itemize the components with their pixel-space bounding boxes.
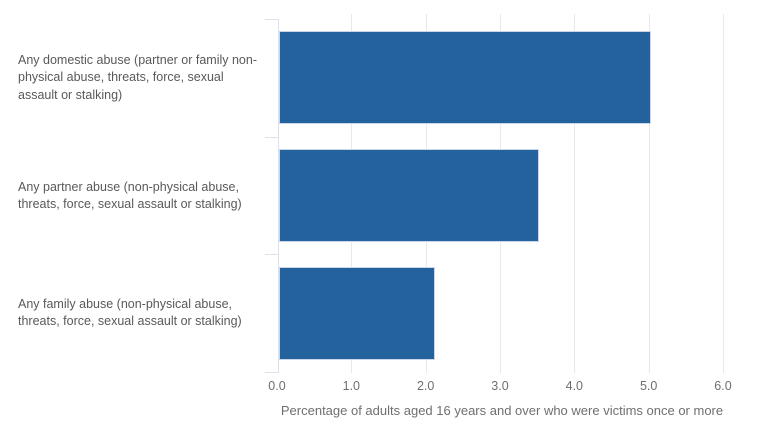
y-axis-line: [278, 19, 279, 373]
x-tick-label: 2.0: [416, 379, 435, 393]
y-axis-tick: [265, 137, 278, 138]
y-axis-tick: [265, 372, 278, 373]
bar-3: [279, 267, 435, 360]
x-tick-label: 4.0: [565, 379, 584, 393]
y-axis-tick: [265, 254, 278, 255]
x-tick-label: 1.0: [342, 379, 361, 393]
bar-2: [279, 149, 539, 242]
category-label: Any family abuse (non-physical abuse, th…: [18, 296, 242, 329]
category-label: Any domestic abuse (partner or family no…: [18, 52, 257, 102]
x-tick-label: 3.0: [491, 379, 509, 393]
gridline: [648, 14, 650, 373]
gridline: [574, 14, 576, 373]
x-tick-label: 5.0: [639, 379, 658, 393]
category-label: Any partner abuse (non-physical abuse, t…: [18, 179, 242, 212]
gridline: [723, 14, 724, 373]
x-tick-label: 6.0: [714, 379, 732, 393]
y-axis-tick: [265, 19, 278, 20]
x-tick-label: 0.0: [268, 379, 286, 393]
bar-1: [279, 31, 651, 124]
x-axis-title: Percentage of adults aged 16 years and o…: [280, 403, 724, 418]
